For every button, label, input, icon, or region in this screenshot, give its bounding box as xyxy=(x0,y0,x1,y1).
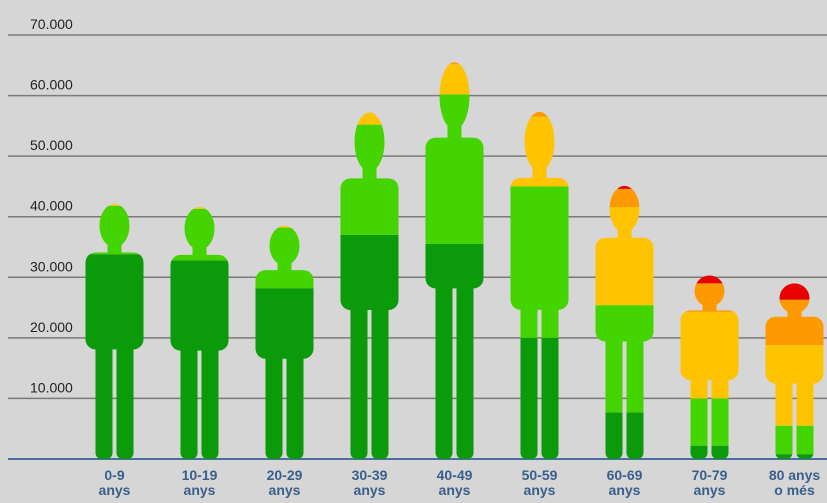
segment xyxy=(680,283,739,312)
x-tick-label: 70-79 anys xyxy=(692,467,728,498)
segment xyxy=(425,62,484,65)
figure xyxy=(425,62,484,459)
y-tick-label: 30.000 xyxy=(30,258,73,274)
segment xyxy=(85,203,144,206)
y-tick-label: 70.000 xyxy=(30,16,73,32)
segment xyxy=(680,398,739,446)
segment xyxy=(595,185,654,189)
segment xyxy=(255,225,314,228)
segment xyxy=(510,116,569,187)
x-tick-label: 60-69 anys xyxy=(607,467,643,498)
segment xyxy=(765,345,824,426)
segment xyxy=(170,207,229,209)
figure xyxy=(680,275,739,459)
segment xyxy=(255,288,314,459)
segment xyxy=(425,243,484,459)
segment xyxy=(595,412,654,459)
segment xyxy=(595,207,654,306)
figure xyxy=(510,111,569,459)
segment xyxy=(595,305,654,413)
y-tick-label: 40.000 xyxy=(30,198,73,214)
x-tick-label: 0-9 anys xyxy=(99,467,131,498)
segment xyxy=(85,205,144,255)
figure xyxy=(595,185,654,459)
y-tick-label: 50.000 xyxy=(30,137,73,153)
segment xyxy=(680,275,739,284)
segment xyxy=(765,283,824,300)
y-tick-label: 10.000 xyxy=(30,379,73,395)
segment xyxy=(510,111,569,117)
figure xyxy=(255,225,314,459)
figure xyxy=(170,207,229,459)
x-tick-label: 20-29 anys xyxy=(267,467,303,498)
x-tick-label: 30-39 anys xyxy=(352,467,388,498)
figure xyxy=(765,283,824,459)
figure xyxy=(85,203,144,459)
segment xyxy=(425,64,484,95)
x-tick-label: 40-49 anys xyxy=(437,467,473,498)
segment xyxy=(680,445,739,459)
segment xyxy=(595,188,654,208)
segment xyxy=(340,234,399,459)
segment xyxy=(340,124,399,235)
x-tick-label: 50-59 anys xyxy=(522,467,558,498)
x-tick-label: 80 anys o més xyxy=(769,467,821,498)
segment xyxy=(680,311,739,399)
segment xyxy=(765,299,824,346)
y-tick-label: 20.000 xyxy=(30,319,73,335)
segment xyxy=(425,94,484,244)
segment xyxy=(510,186,569,338)
segment xyxy=(170,260,229,459)
x-tick-label: 10-19 anys xyxy=(182,467,218,498)
y-tick-label: 60.000 xyxy=(30,77,73,93)
figure xyxy=(340,112,399,459)
segment xyxy=(765,425,824,455)
segment xyxy=(85,254,144,459)
segment xyxy=(255,227,314,289)
segment xyxy=(340,112,399,125)
